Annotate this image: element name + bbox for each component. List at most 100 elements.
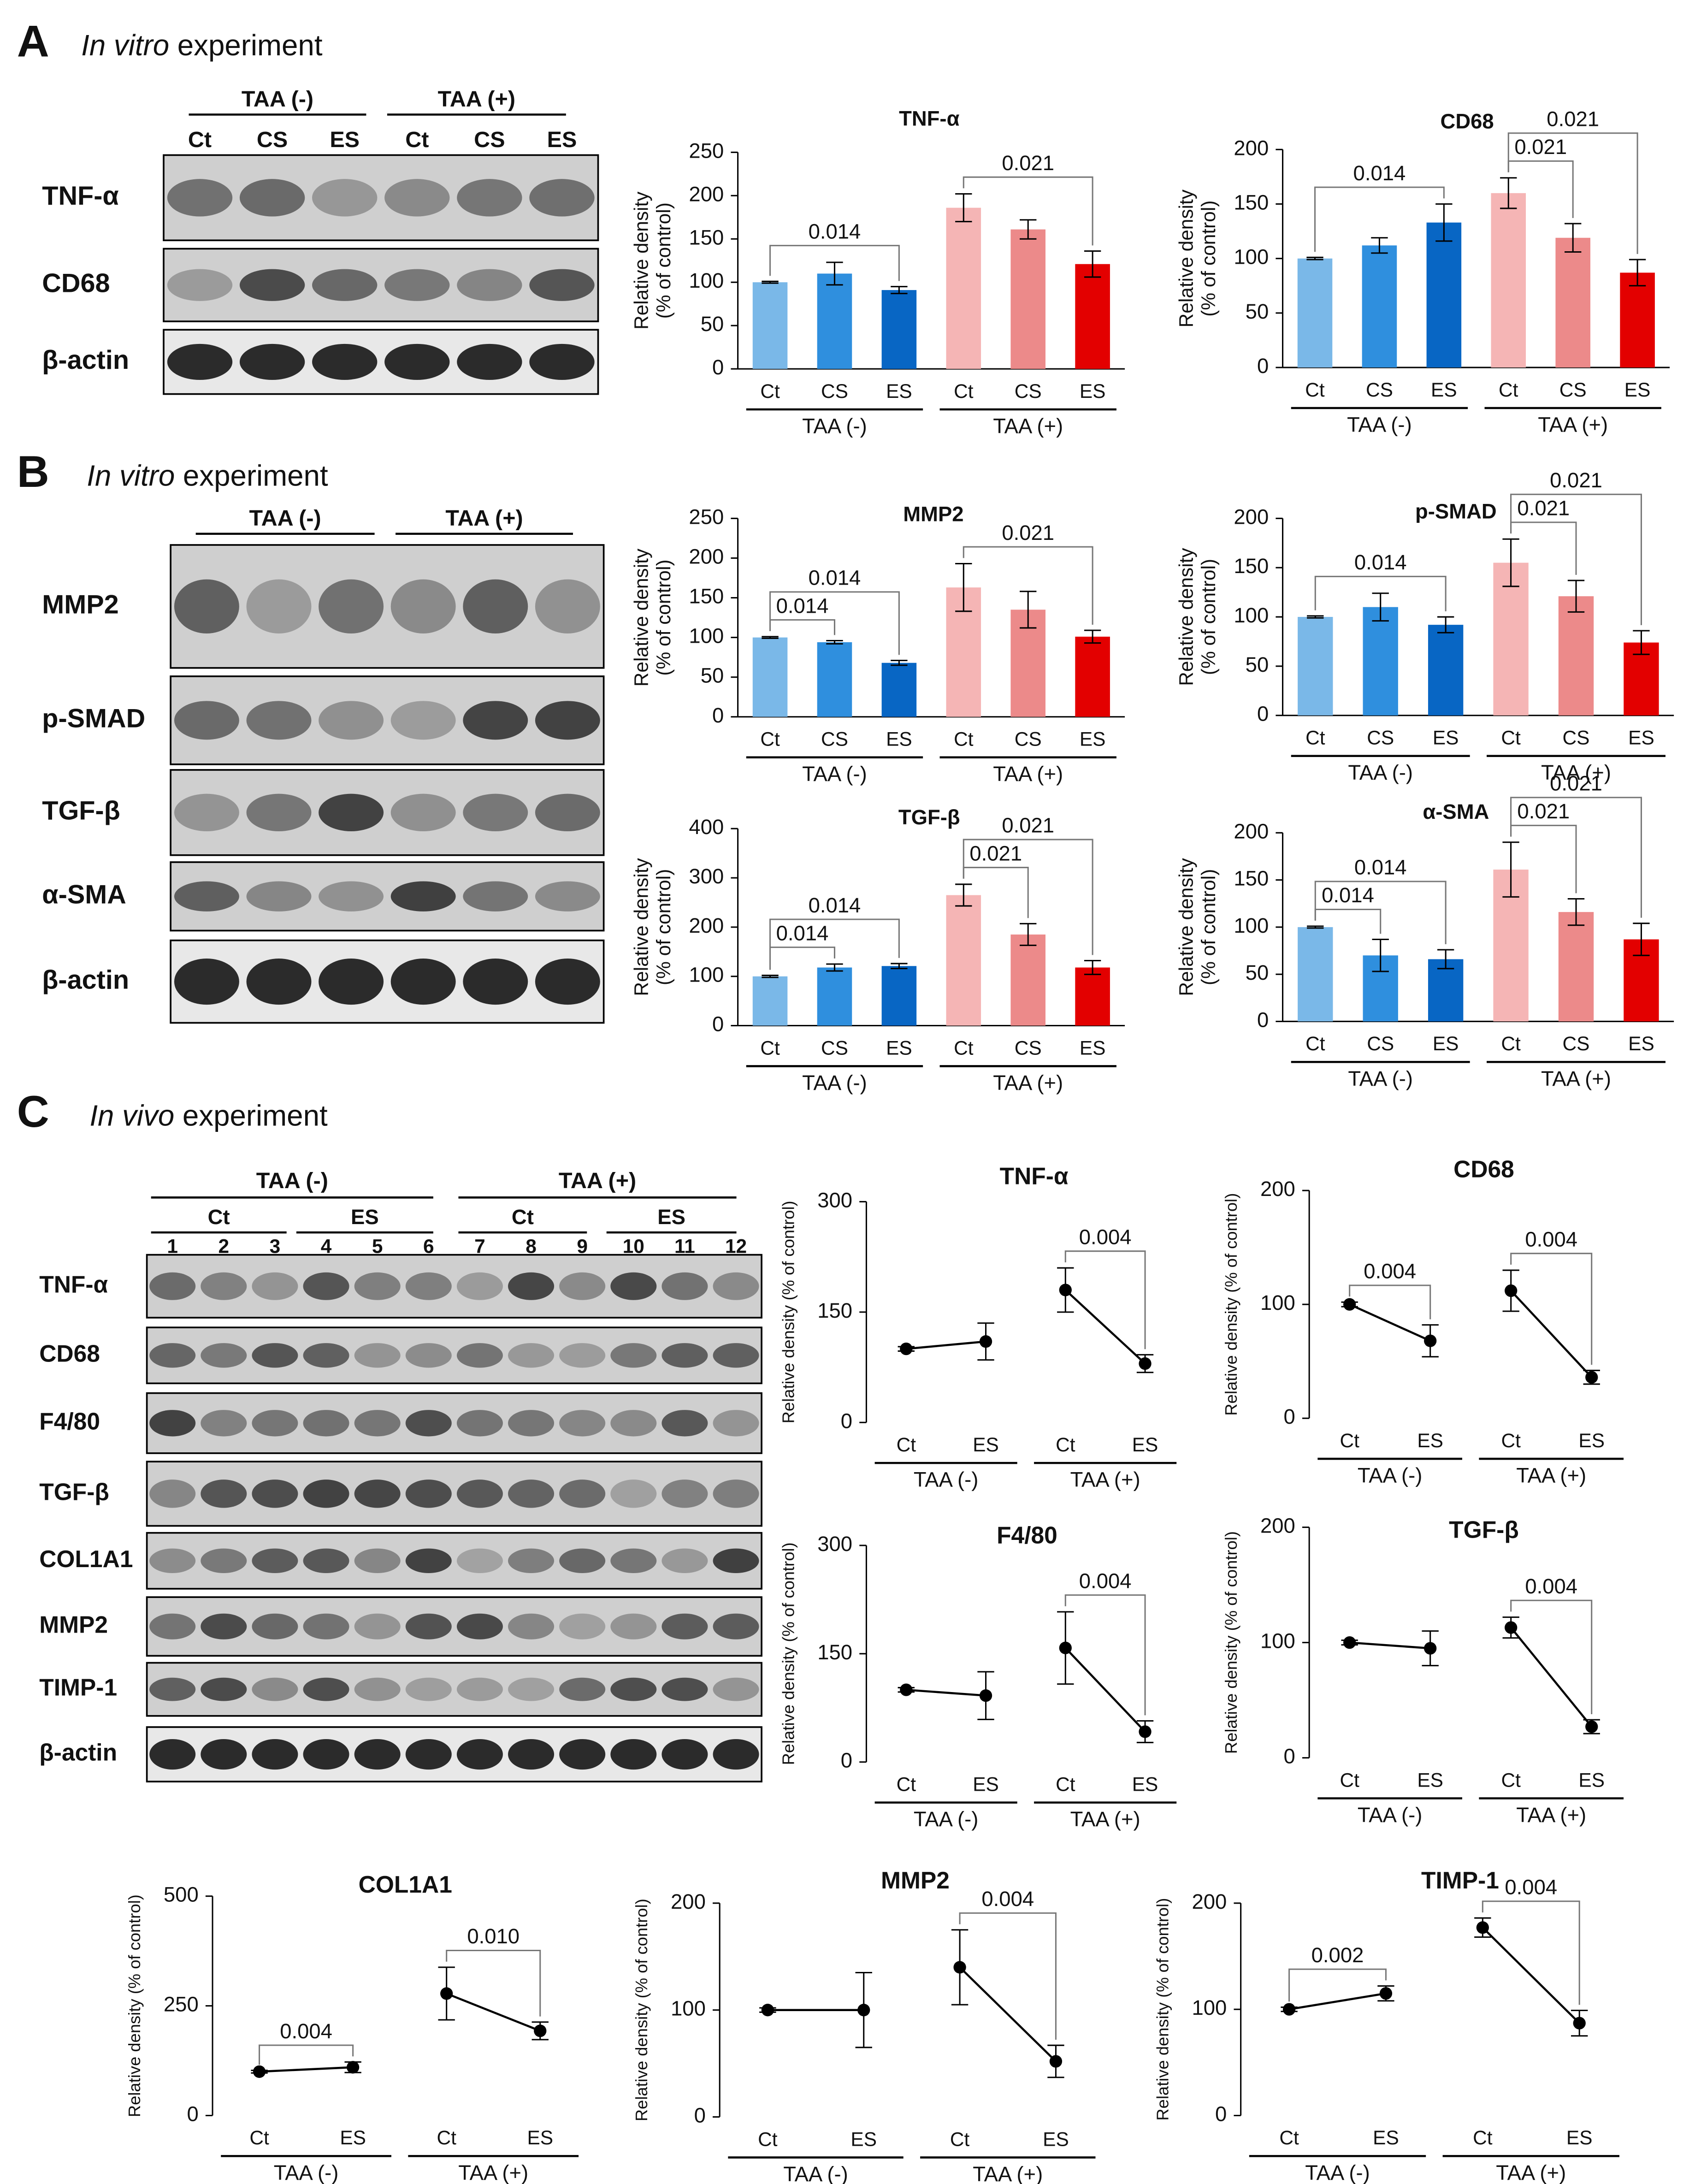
y-tick-label: 150 [689,585,724,608]
bar [1428,959,1464,1022]
blot-band [174,793,239,832]
blot-band [661,1480,708,1508]
blot-band [174,579,239,634]
significance-bracket [963,839,1093,955]
p-value-label: 0.021 [1550,468,1602,492]
significance-bracket [1288,1968,1387,2002]
group-label: TAA (+) [993,762,1063,786]
blot-band [149,1739,196,1770]
bar [1075,636,1110,717]
blot-band [252,1677,298,1701]
y-axis-label: Relative density (% of control) [125,1894,144,2117]
x-tick-label: CS [821,728,848,750]
significance-bracket [1314,186,1445,252]
blot-image [170,769,605,856]
panel-letter: C [17,1086,49,1136]
group-label: TAA (+) [1538,413,1608,436]
blot-band [508,1343,555,1368]
group-label: TAA (-) [802,414,867,438]
panel-letter: A [17,16,49,66]
blot-band [610,1548,657,1573]
x-tick-label: Ct [954,728,974,750]
point [1059,1284,1072,1296]
chart-title: MMP2 [881,1867,950,1894]
chart-title: TIMP-1 [1421,1867,1499,1894]
point [1343,1636,1356,1649]
blot-lane-label: 12 [725,1236,747,1257]
blot-band [405,1410,452,1437]
blot-band [661,1410,708,1437]
bar [1558,596,1594,716]
blot-band [149,1343,196,1368]
x-tick-label: ES [1417,1430,1443,1451]
blot-row-label: β-actin [42,345,129,375]
p-value-label: 0.021 [969,841,1022,865]
blot-band [303,1613,349,1639]
x-tick-label: Ct [1473,2127,1493,2148]
bar [1075,264,1110,369]
bar [1555,237,1590,368]
error-bar [1500,177,1517,209]
significance-bracket [1482,1900,1580,2005]
y-tick-label: 100 [689,624,724,648]
blot-lane-label: 10 [623,1236,644,1257]
significance-bracket [1510,493,1642,625]
blot-lane-label: 5 [372,1236,383,1257]
point [857,2004,870,2017]
blot-band [463,881,528,911]
chart-title: F4/80 [997,1521,1057,1548]
blot-band [354,1677,401,1701]
bar [881,663,917,717]
y-axis-label: Relative density [1175,858,1197,996]
point [761,2004,774,2017]
y-tick-label: 50 [701,312,724,336]
blot-band [713,1677,759,1701]
x-tick-label: Ct [1305,1033,1325,1054]
group-label: TAA (+) [1070,1468,1140,1492]
error-bar [1567,580,1585,613]
blot-band [174,959,239,1005]
blot-row-label: β-actin [42,965,129,994]
blot-band [239,179,305,217]
blot-band [312,269,378,301]
blot-band [246,793,312,832]
point [1343,1298,1356,1311]
blot-band [405,1480,452,1508]
error-bar [1437,616,1454,633]
chart-title: COL1A1 [359,1871,452,1898]
significance-bracket [259,2044,354,2065]
y-tick-label: 200 [1234,505,1269,528]
blot-band [167,343,233,380]
blot-band [535,959,600,1005]
blot-band [174,881,239,911]
x-tick-label: ES [1433,727,1459,748]
error-bar [1567,898,1585,926]
blot-image [146,1392,762,1454]
group-label: TAA (-) [914,1807,979,1831]
blot-subgroup-label: Ct [208,1205,230,1229]
y-tick-label: 200 [1260,1177,1295,1201]
y-tick-label: 150 [1234,867,1269,890]
y-axis-label: Relative density (% of control) [1153,1898,1172,2121]
y-tick-label: 250 [689,505,724,528]
y-tick-label: 300 [817,1188,852,1212]
p-value-label: 0.021 [1547,107,1599,131]
error-bar [1020,219,1037,240]
blot-band [354,1343,401,1368]
p-value-label: 0.014 [1322,883,1374,907]
blot-band [149,1613,196,1639]
blot-row-label: p-SMAD [42,704,145,734]
y-tick-label: 50 [1246,961,1269,984]
significance-bracket [769,591,900,655]
error-bar [1084,960,1101,975]
significance-bracket [769,245,900,281]
blot-band [303,1410,349,1437]
x-tick-label: ES [886,728,912,750]
blot-band [559,1272,606,1300]
p-value-label: 0.004 [1079,1225,1132,1249]
group-label: TAA (-) [802,762,867,786]
bar [1010,229,1045,369]
blot-band [201,1480,247,1508]
blot-band [201,1739,247,1770]
p-value-label: 0.002 [1311,1943,1364,1967]
